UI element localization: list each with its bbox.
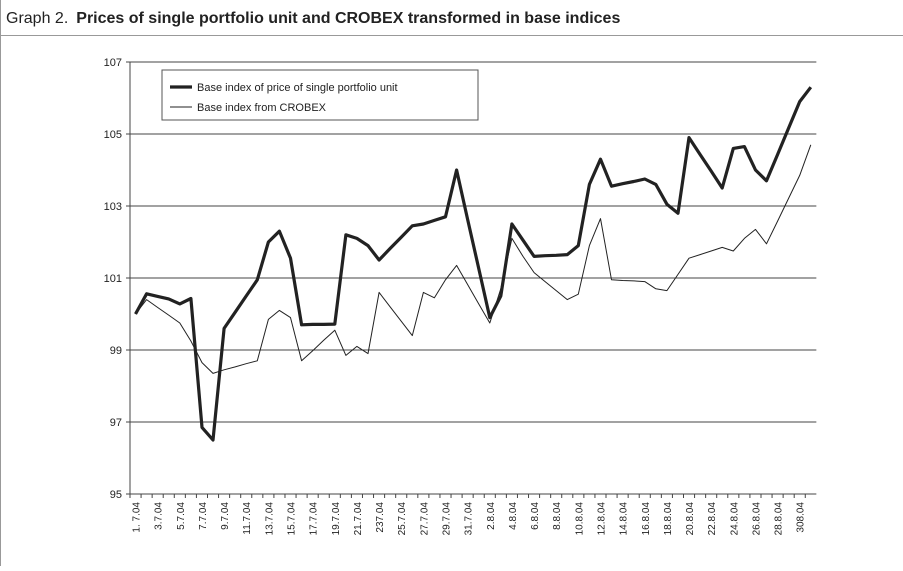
x-tick-label: 28.8.04 <box>774 502 785 536</box>
x-tick-label: 15.7.04 <box>287 502 298 536</box>
x-tick-label: 1. 7.04 <box>132 502 143 533</box>
x-tick-label: 20.8.04 <box>685 502 696 536</box>
y-tick-label: 107 <box>104 57 122 69</box>
figure-label: Graph 2. Prices of single portfolio unit … <box>6 10 620 27</box>
x-tick-label: 8.8.04 <box>552 502 563 530</box>
x-tick-label: 4.8.04 <box>508 502 519 530</box>
y-tick-label: 95 <box>110 489 122 501</box>
x-tick-label: 21.7.04 <box>353 502 364 536</box>
y-tick-label: 101 <box>104 273 122 285</box>
x-tick-label: 2.8.04 <box>486 502 497 530</box>
x-tick-label: 31.7.04 <box>464 502 475 536</box>
x-tick-label: 22.8.04 <box>707 502 718 536</box>
legend-label: Base index of price of single portfolio … <box>197 82 398 94</box>
x-tick-label: 9.7.04 <box>220 502 231 530</box>
x-tick-label: 24.8.04 <box>729 502 740 536</box>
x-tick-label: 25.7.04 <box>397 502 408 536</box>
chart-title: Prices of single portfolio unit and CROB… <box>76 10 620 27</box>
series-line <box>135 144 812 374</box>
y-tick-label: 103 <box>104 201 122 213</box>
figure-number: Graph 2. <box>6 10 68 27</box>
x-tick-label: 16.8.04 <box>641 502 652 536</box>
y-tick-label: 105 <box>104 129 122 141</box>
x-tick-label: 18.8.04 <box>663 502 674 536</box>
x-tick-label: 29.7.04 <box>441 502 452 536</box>
x-tick-label: 308.04 <box>796 502 807 533</box>
y-tick-label: 97 <box>110 417 122 429</box>
x-tick-label: 11.7.04 <box>242 502 253 535</box>
x-tick-label: 13.7.04 <box>264 502 275 536</box>
x-tick-label: 3.7.04 <box>154 502 165 530</box>
x-tick-label: 26.8.04 <box>751 502 762 536</box>
x-tick-label: 14.8.04 <box>619 502 630 536</box>
x-tick-label: 5.7.04 <box>176 502 187 530</box>
series-line <box>134 86 813 442</box>
legend-box <box>161 69 479 121</box>
x-tick-label: 6.8.04 <box>530 502 541 530</box>
x-tick-label: 17.7.04 <box>309 502 320 536</box>
x-tick-label: 237.04 <box>375 502 386 533</box>
x-tick-label: 19.7.04 <box>331 502 342 536</box>
x-tick-label: 27.7.04 <box>419 502 430 536</box>
x-tick-label: 12.8.04 <box>596 502 607 536</box>
x-tick-label: 7.7.04 <box>198 502 209 530</box>
y-tick-label: 99 <box>110 345 122 357</box>
legend-label: Base index from CROBEX <box>197 102 327 114</box>
x-tick-label: 10.8.04 <box>574 502 585 536</box>
